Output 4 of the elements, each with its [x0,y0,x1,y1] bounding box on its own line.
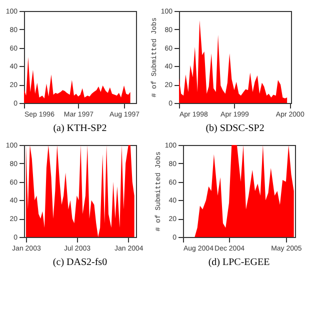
text: (c) DAS2-fs0 [52,257,108,268]
text: (a) KTH-SP2 [53,123,107,134]
text: (d) LPC-EGEE [208,257,270,268]
text: (b) SDSC-SP2 [206,123,264,134]
